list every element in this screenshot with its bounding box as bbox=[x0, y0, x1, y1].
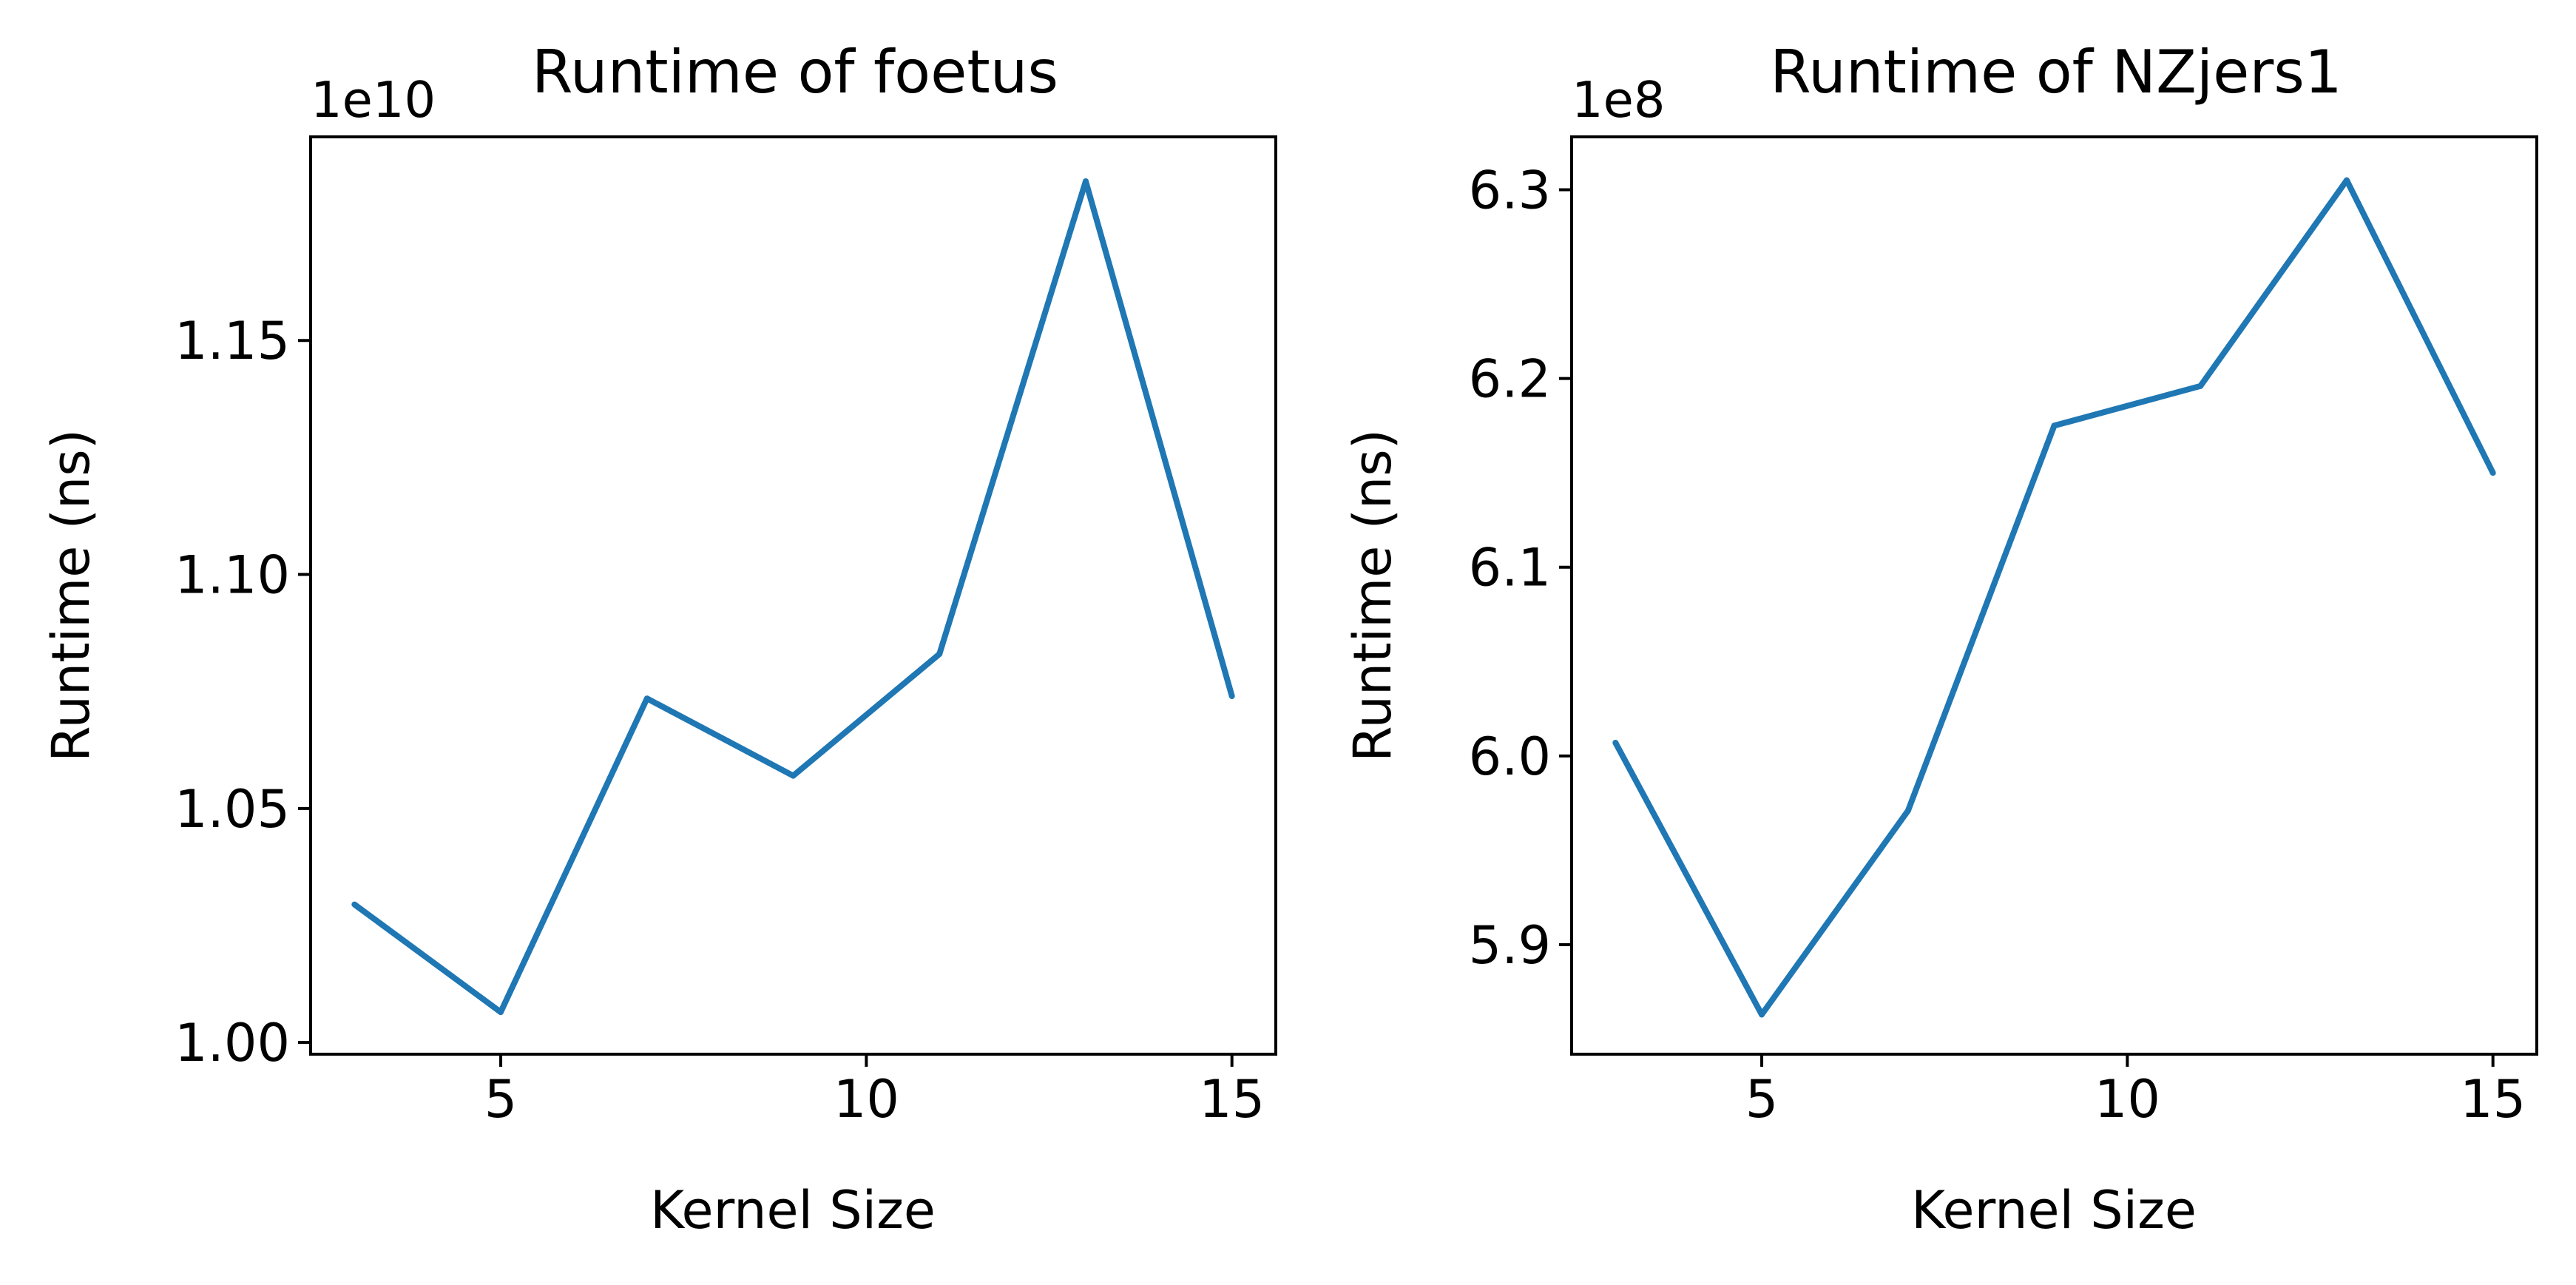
chart-nzjers1-y-tick-label: 6.3 bbox=[1469, 160, 1551, 220]
chart-nzjers1-x-tick-label: 5 bbox=[1745, 1069, 1779, 1130]
chart-nzjers1-y-tick-label: 5.9 bbox=[1469, 915, 1551, 976]
chart-nzjers1-data-point bbox=[2489, 470, 2496, 476]
chart-nzjers1-offset-label: 1e8 bbox=[1572, 71, 1665, 129]
chart-nzjers1-title: Runtime of NZjers1 bbox=[1770, 38, 2342, 107]
chart-foetus-data-point bbox=[1083, 178, 1089, 185]
chart-foetus-axes-frame bbox=[309, 135, 1277, 1056]
chart-nzjers1-x-tick-label: 15 bbox=[2460, 1069, 2526, 1130]
chart-nzjers1-data-point bbox=[1612, 740, 1619, 746]
chart-nzjers1-y-tick-label: 6.0 bbox=[1469, 726, 1551, 787]
chart-nzjers1: 5 10 15 5.9 6.0 6.1 6.2 6.3 Runtime of NZjers1… bbox=[1342, 38, 2538, 1241]
chart-nzjers1-y-label: Runtime (ns) bbox=[1342, 429, 1403, 762]
chart-nzjers1-marks bbox=[1612, 177, 2496, 1018]
chart-foetus-data-point bbox=[351, 901, 358, 908]
chart-foetus-x-tick-label: 5 bbox=[484, 1069, 518, 1130]
chart-foetus-data-point bbox=[790, 772, 797, 779]
chart-foetus-y-ticks: 1.00 1.05 1.10 1.15 bbox=[175, 311, 311, 1073]
chart-foetus-marks bbox=[351, 178, 1235, 1016]
chart-foetus-y-tick-label: 1.00 bbox=[175, 1013, 290, 1073]
chart-foetus-y-tick-label: 1.15 bbox=[175, 311, 290, 371]
chart-foetus: 5 10 15 1.00 1.05 1.10 1.15 Runtime of foetus… bbox=[41, 38, 1277, 1241]
chart-nzjers1-x-label: Kernel Size bbox=[1911, 1180, 2197, 1241]
chart-foetus-data-point bbox=[936, 651, 943, 658]
chart-nzjers1-x-tick-label: 10 bbox=[2095, 1069, 2160, 1130]
chart-nzjers1-data-point bbox=[1904, 807, 1911, 814]
chart-foetus-title: Runtime of foetus bbox=[532, 38, 1058, 107]
chart-nzjers1-y-ticks: 5.9 6.0 6.1 6.2 6.3 bbox=[1469, 160, 1572, 976]
chart-foetus-y-tick-label: 1.10 bbox=[175, 545, 290, 606]
chart-foetus-data-point bbox=[643, 695, 650, 702]
chart-nzjers1-x-ticks: 5 10 15 bbox=[1745, 1054, 2526, 1130]
chart-nzjers1-data-point bbox=[1759, 1011, 1765, 1018]
chart-foetus-data-point bbox=[498, 1009, 504, 1016]
chart-foetus-x-tick-label: 10 bbox=[834, 1069, 899, 1130]
chart-foetus-x-label: Kernel Size bbox=[650, 1180, 936, 1241]
chart-foetus-y-label: Runtime (ns) bbox=[41, 429, 101, 762]
chart-foetus-y-tick-label: 1.05 bbox=[175, 779, 290, 840]
chart-nzjers1-y-tick-label: 6.2 bbox=[1469, 349, 1551, 410]
chart-nzjers1-data-point bbox=[2197, 382, 2204, 389]
chart-foetus-offset-label: 1e10 bbox=[311, 71, 436, 129]
chart-nzjers1-y-tick-label: 6.1 bbox=[1469, 538, 1551, 598]
chart-foetus-x-tick-label: 15 bbox=[1199, 1069, 1265, 1130]
chart-nzjers1-data-point bbox=[2051, 422, 2058, 429]
chart-nzjers1-axes-frame bbox=[1570, 135, 2538, 1056]
chart-foetus-data-point bbox=[1228, 693, 1235, 699]
chart-nzjers1-data-point bbox=[2344, 177, 2350, 183]
chart-foetus-x-ticks: 5 10 15 bbox=[484, 1054, 1265, 1130]
